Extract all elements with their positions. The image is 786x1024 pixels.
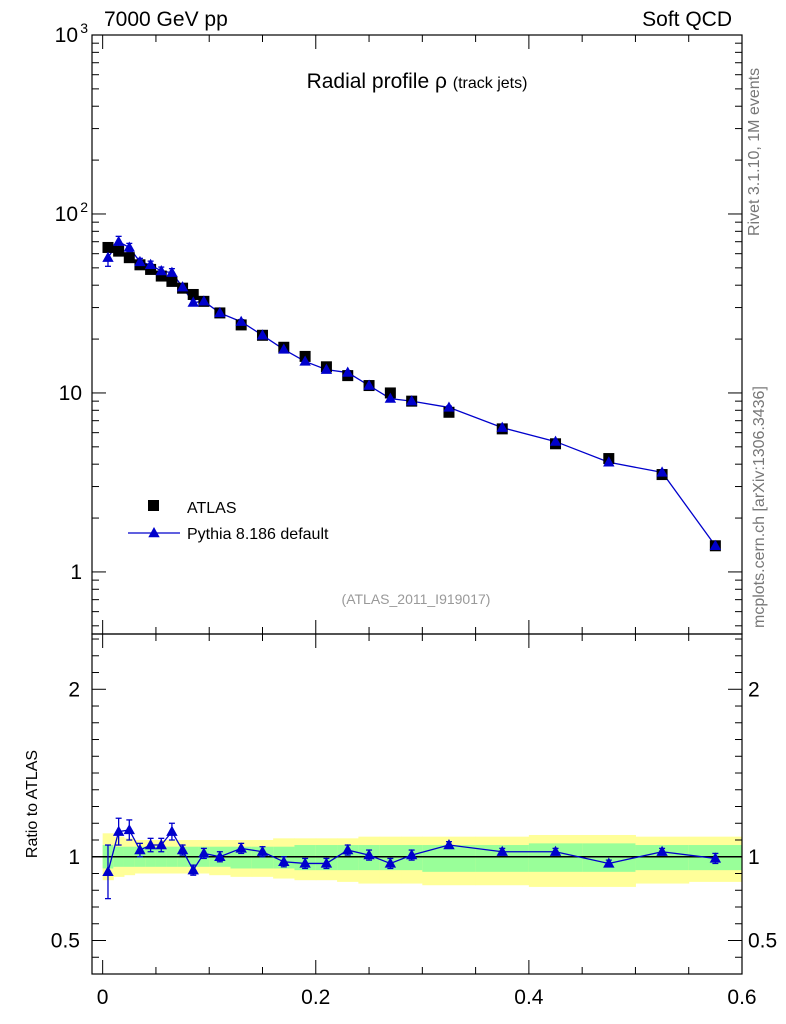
ratio-inner-band [251,846,274,869]
ratio-y-tick-label-right: 2 [748,678,760,701]
mc-marker [384,392,397,403]
main-plot-title: Radial profile ρ (track jets) [307,70,528,93]
mc-marker [342,366,354,377]
ratio-mc-marker [320,857,333,868]
legend-mc-marker [148,527,160,538]
title-subtitle: (track jets) [453,75,528,92]
ratio-mc-marker [496,845,508,856]
ratio-mc-marker [549,845,562,856]
x-tick-label: 0 [97,986,109,1009]
ratio-y-tick-label: 2 [68,678,80,701]
main-y-tick-label: 10 [55,203,78,226]
title-text: Radial profile [307,70,435,93]
mc-marker [443,401,455,412]
mc-marker [112,235,125,246]
ratio-mc-marker [709,852,722,863]
mc-marker [166,266,178,277]
x-tick-label: 0.2 [301,986,330,1009]
mc-marker [496,421,508,432]
ratio-y-tick-label-right: 0.5 [748,930,777,953]
ratio-mc-marker [176,844,189,855]
ratio-mc-marker [102,865,114,877]
ratio-mc-marker [155,839,167,850]
header-left: 7000 GeV pp [104,8,228,31]
ratio-mc-marker [278,855,290,866]
ratio-mc-marker [363,849,375,860]
mc-marker [214,306,226,318]
ratio-y-tick-label: 1 [68,846,80,869]
ratio-plot-frame [91,633,743,975]
ratio-mc-marker [342,844,354,855]
mc-marker [278,343,290,354]
atlas-data-point [113,245,125,257]
ratio-inner-band [379,845,402,871]
mc-marker [123,241,135,252]
mc-marker [198,295,210,306]
legend-atlas-label: ATLAS [187,500,237,517]
ratio-mc-marker [384,857,397,868]
mc-marker [256,329,269,340]
ratio-mc-marker [235,842,247,853]
mc-marker [155,265,167,276]
atlas-data-point [443,406,455,418]
ratio-mc-marker [256,845,269,856]
analysis-watermark: (ATLAS_2011_I919017) [342,591,491,607]
ratio-mc-marker [112,825,125,836]
ratio-mc-marker [443,839,455,850]
main-y-tick-exponent: 3 [80,20,88,36]
mc-marker [187,296,199,307]
title-symbol: ρ [435,70,453,93]
atlas-data-point [102,241,114,253]
mc-marker [709,539,722,550]
mc-marker [405,395,418,406]
atlas-data-point [145,263,157,275]
main-y-tick-label: 10 [55,24,78,47]
mc-marker [134,255,146,267]
ratio-mc-marker [603,857,615,868]
legend-mc-label: Pythia 8.186 default [187,526,329,543]
header-right: Soft QCD [642,8,732,31]
ratio-mc-marker [405,849,418,860]
atlas-data-point [155,270,167,282]
mc-marker [656,466,668,477]
main-plot-frame [91,34,743,635]
mc-marker [299,355,311,366]
ratio-mc-marker [214,850,226,861]
main-y-tick-exponent: 2 [80,199,88,215]
mc-marker [144,258,157,270]
mc-marker [363,379,375,390]
ratio-mc-marker [656,845,668,856]
x-tick-label: 0.6 [727,986,756,1009]
mc-marker [176,281,189,292]
ratio-mc-marker [134,844,146,855]
x-tick-label: 0.4 [514,986,544,1009]
atlas-data-point [166,275,178,287]
ratio-mc-marker [299,857,311,868]
mc-marker [320,363,333,374]
mc-marker [235,315,247,326]
legend-atlas-marker [148,500,159,511]
ratio-mc-marker [187,864,199,875]
mc-marker [549,435,562,446]
ratio-y-axis-label: Ratio to ATLAS [24,750,41,858]
ratio-y-tick-label: 0.5 [51,930,80,953]
atlas-data-point [123,252,135,264]
main-y-tick-label: 1 [70,561,82,584]
ratio-mc-marker [166,825,178,836]
ratio-mc-marker [144,839,157,850]
atlas-data-point [187,288,199,300]
ratio-y-tick-label-right: 1 [748,846,760,869]
main-y-tick-label: 10 [59,382,82,405]
mc-marker [603,456,615,467]
mc-marker [102,251,114,262]
ratio-mc-marker [198,847,210,858]
ratio-mc-marker [123,823,135,835]
